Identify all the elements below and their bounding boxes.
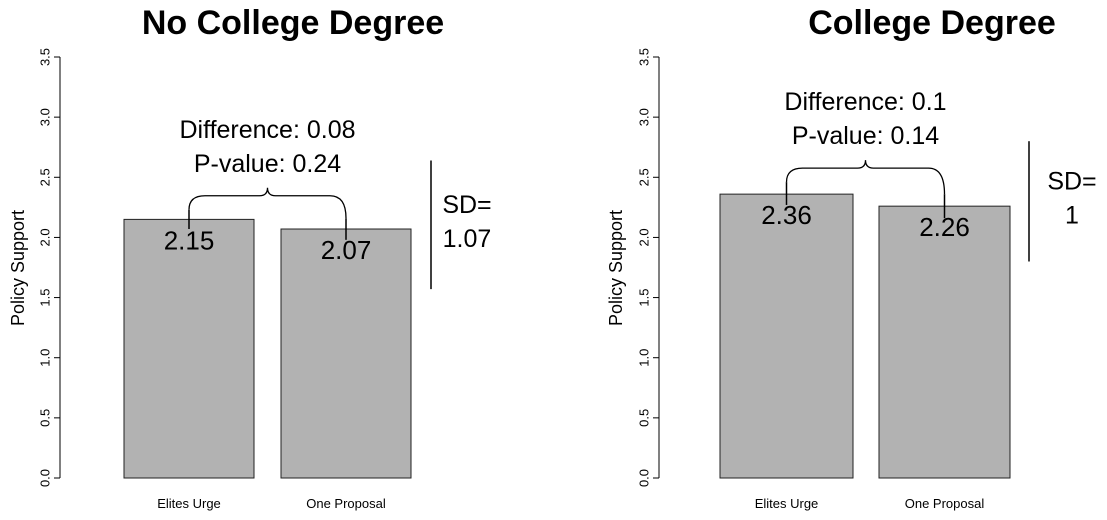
y-tick-label: 1.0 [636,349,651,367]
y-tick-label: 1.5 [636,289,651,307]
pvalue-annotation: P-value: 0.14 [792,122,939,150]
comparison-brace [785,160,946,195]
bar [280,228,412,479]
difference-annotation: Difference: 0.08 [179,116,355,144]
pvalue-annotation: P-value: 0.24 [194,150,341,178]
comparison-brace [188,187,347,219]
sd-value: 1 [1065,201,1079,229]
y-axis-label: Policy Support [606,210,626,326]
y-tick-label: 1.0 [37,349,52,367]
y-tick-label: 0.5 [37,409,52,427]
bar-value-label: 2.07 [321,235,372,265]
y-tick-label: 2.5 [37,168,52,186]
x-category-label: Elites Urge [157,496,221,511]
bar-value-label: 2.15 [164,225,215,255]
x-category-label: Elites Urge [755,496,819,511]
sd-label: SD= [442,191,491,219]
bar-value-label: 2.26 [919,212,970,242]
difference-annotation: Difference: 0.1 [784,88,946,116]
chart-title: College Degree [808,4,1056,42]
y-tick-label: 2.0 [37,228,52,246]
y-tick-label: 1.5 [37,289,52,307]
sd-value: 1.07 [443,225,492,253]
bar-value-label: 2.36 [761,200,812,230]
y-tick-label: 3.5 [37,48,52,66]
bar [719,193,854,479]
x-category-label: One Proposal [905,496,985,511]
y-axis-label: Policy Support [8,210,28,326]
chart-title: No College Degree [142,4,444,42]
y-tick-label: 0.0 [37,469,52,487]
x-category-label: One Proposal [306,496,386,511]
bar [123,218,255,479]
bar [878,205,1011,479]
y-tick-label: 2.5 [636,168,651,186]
y-tick-label: 2.0 [636,228,651,246]
y-tick-label: 0.5 [636,409,651,427]
y-tick-label: 3.0 [37,108,52,126]
y-tick-label: 0.0 [636,469,651,487]
y-tick-label: 3.5 [636,48,651,66]
sd-label: SD= [1047,167,1096,195]
y-tick-label: 3.0 [636,108,651,126]
